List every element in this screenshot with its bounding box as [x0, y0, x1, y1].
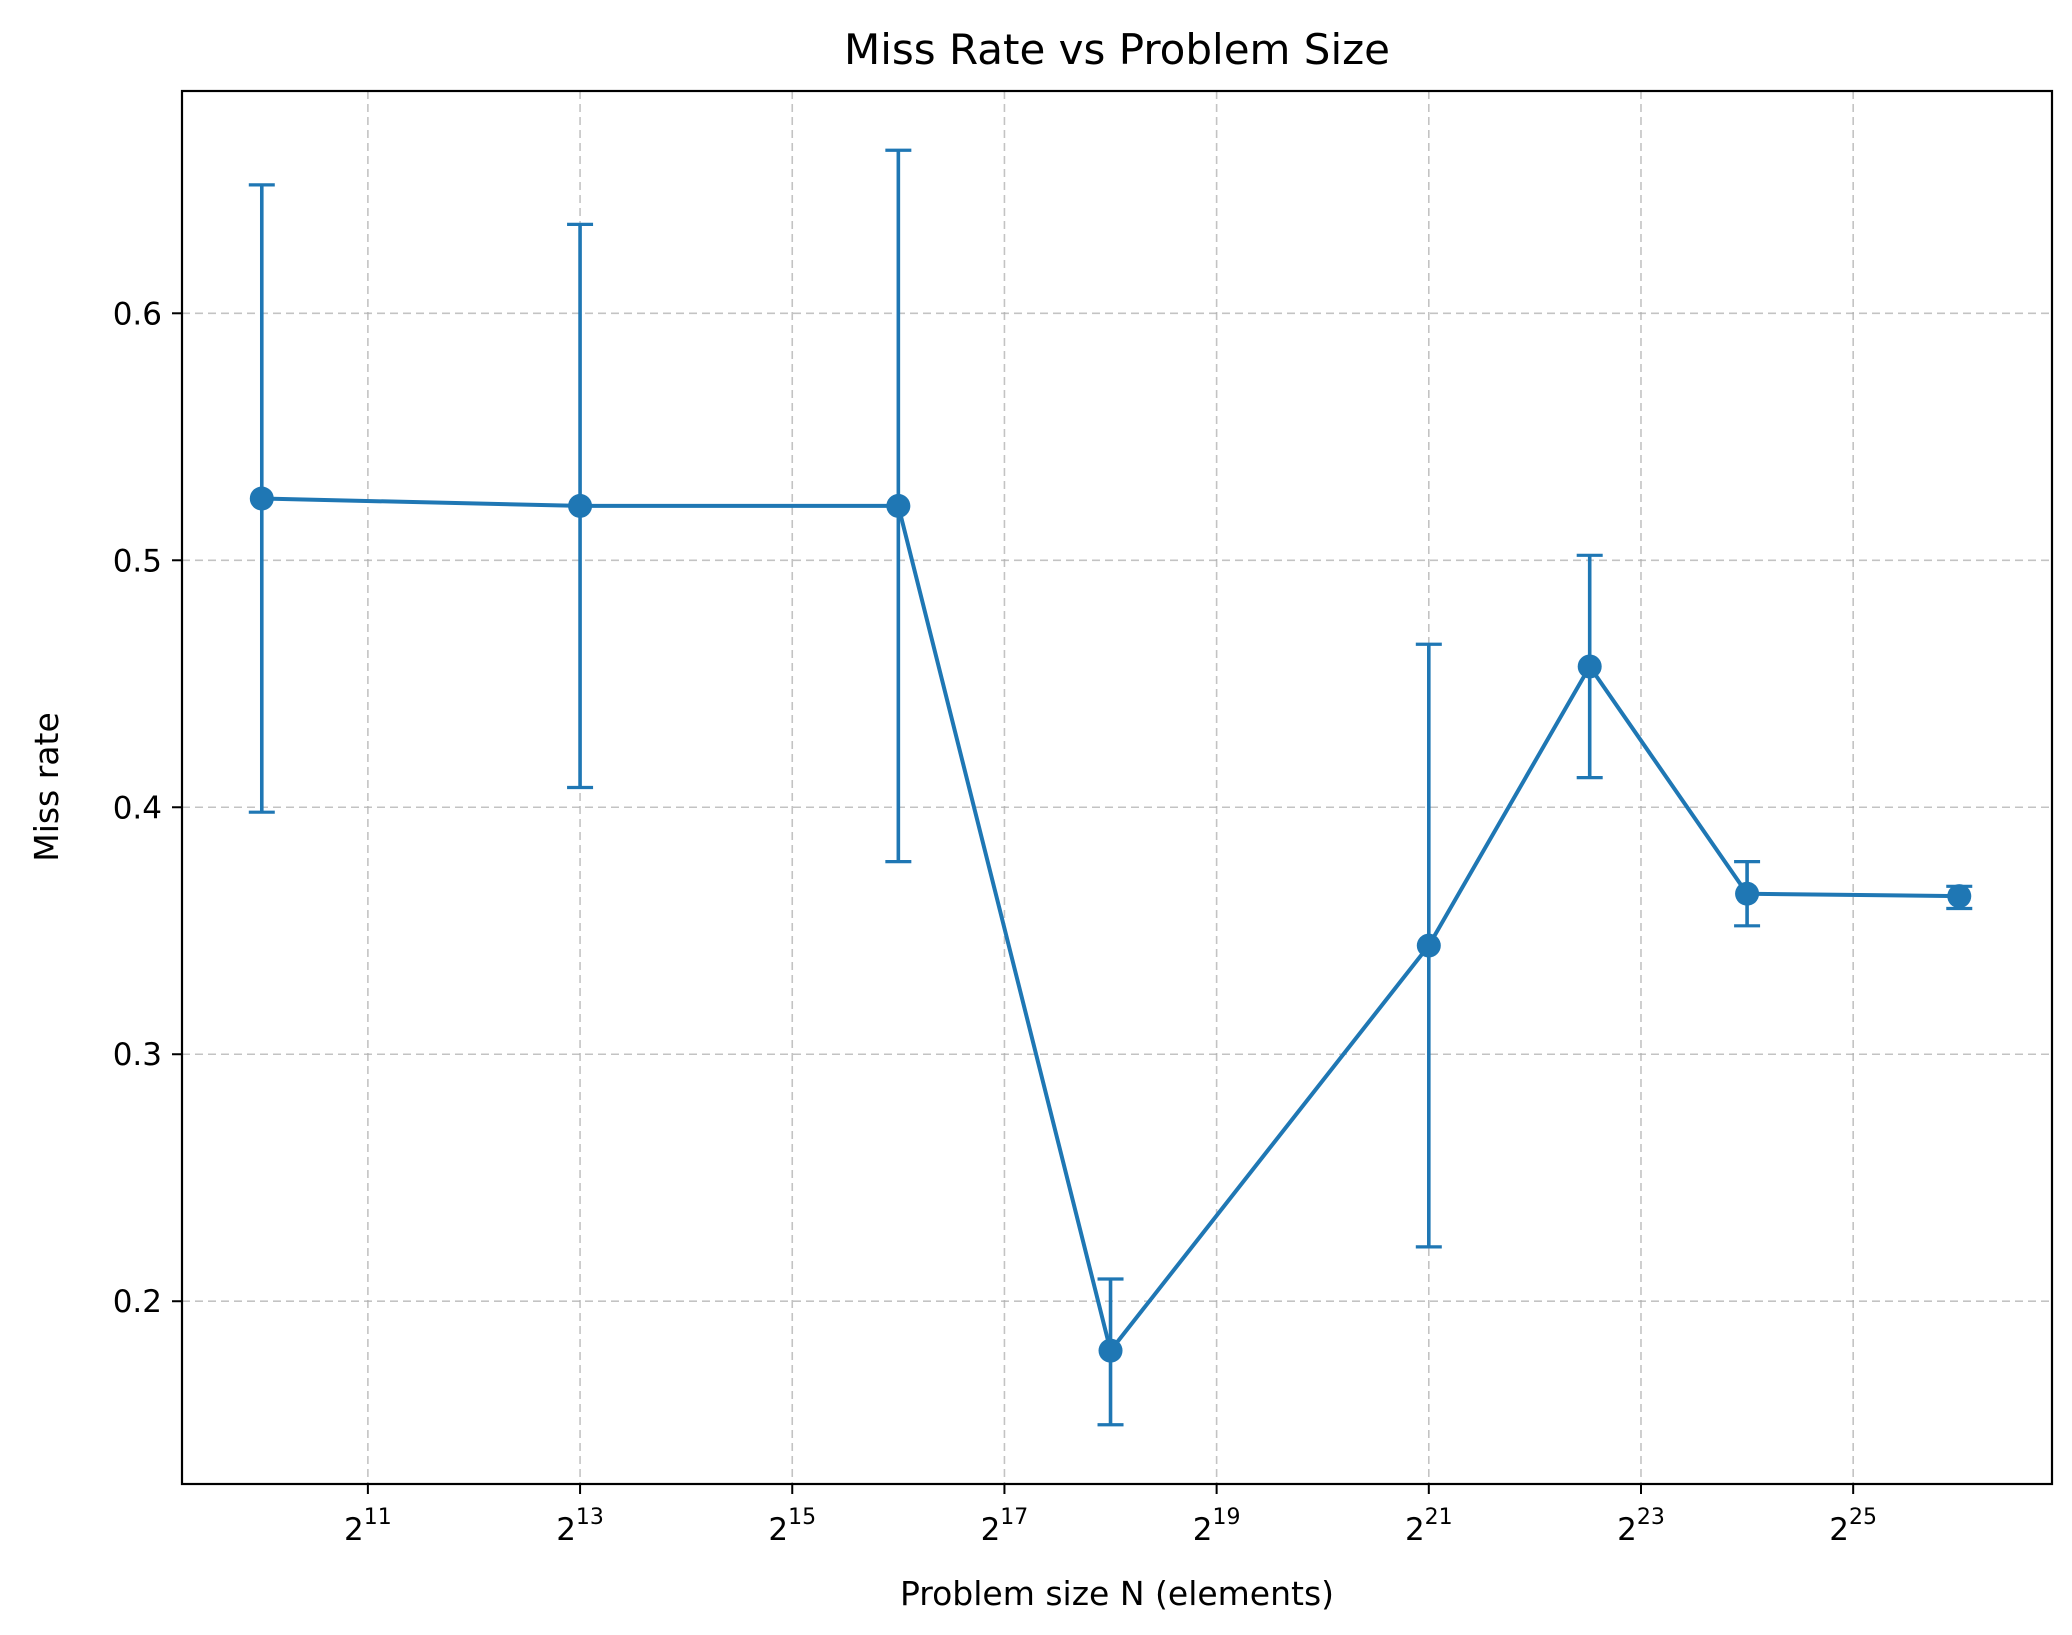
plot-frame — [180, 89, 2054, 1486]
x-tick-label: 215 — [768, 1505, 816, 1548]
x-tick-exponent: 21 — [1425, 1505, 1453, 1530]
x-tick-exponent: 23 — [1637, 1505, 1665, 1530]
chart-title: Miss Rate vs Problem Size — [844, 25, 1390, 74]
x-tick-base: 2 — [556, 1512, 576, 1548]
x-tick-exponent: 15 — [788, 1505, 816, 1530]
data-point — [1577, 654, 1602, 679]
y-tick-label: 0.5 — [113, 543, 162, 579]
x-tick-exponent: 13 — [576, 1505, 604, 1530]
x-tick-label: 217 — [981, 1505, 1029, 1548]
x-tick-exponent: 11 — [364, 1505, 392, 1530]
x-tick-exponent: 25 — [1849, 1505, 1877, 1530]
x-tick-label: 225 — [1829, 1505, 1877, 1548]
data-point — [1735, 881, 1760, 906]
x-tick-label: 211 — [344, 1505, 392, 1548]
y-tick-label: 0.4 — [113, 790, 162, 826]
y-tick-label: 0.2 — [113, 1284, 162, 1320]
x-axis-label: Problem size N (elements) — [900, 1574, 1334, 1613]
x-tick-exponent: 17 — [1000, 1505, 1028, 1530]
x-tick-base: 2 — [1193, 1512, 1213, 1548]
data-point — [249, 486, 274, 511]
series-line — [261, 496, 1960, 1353]
x-tick-label: 221 — [1405, 1505, 1453, 1548]
y-axis-label: Miss rate — [27, 712, 66, 862]
x-tick-exponent: 19 — [1212, 1505, 1240, 1530]
x-tick-label: 219 — [1193, 1505, 1241, 1548]
data-point — [1947, 884, 1972, 909]
data-point — [1098, 1338, 1123, 1363]
data-point — [1416, 933, 1441, 958]
data-point — [568, 493, 593, 518]
plot-area — [248, 148, 1973, 1427]
y-tick-label: 0.3 — [113, 1037, 162, 1073]
x-tick-label: 223 — [1617, 1505, 1665, 1548]
x-tick-base: 2 — [1405, 1512, 1425, 1548]
x-tick-label: 213 — [556, 1505, 604, 1548]
x-axis: 211 213 215 217 219 221 223 225 — [344, 1484, 1877, 1548]
y-tick-label: 0.6 — [113, 296, 162, 332]
y-axis: 0.2 0.3 0.4 0.5 0.6 — [113, 296, 182, 1320]
data-point — [886, 493, 911, 518]
x-tick-base: 2 — [1617, 1512, 1637, 1548]
x-tick-base: 2 — [1829, 1512, 1849, 1548]
x-tick-base: 2 — [768, 1512, 788, 1548]
x-tick-base: 2 — [344, 1512, 364, 1548]
x-tick-base: 2 — [981, 1512, 1001, 1548]
